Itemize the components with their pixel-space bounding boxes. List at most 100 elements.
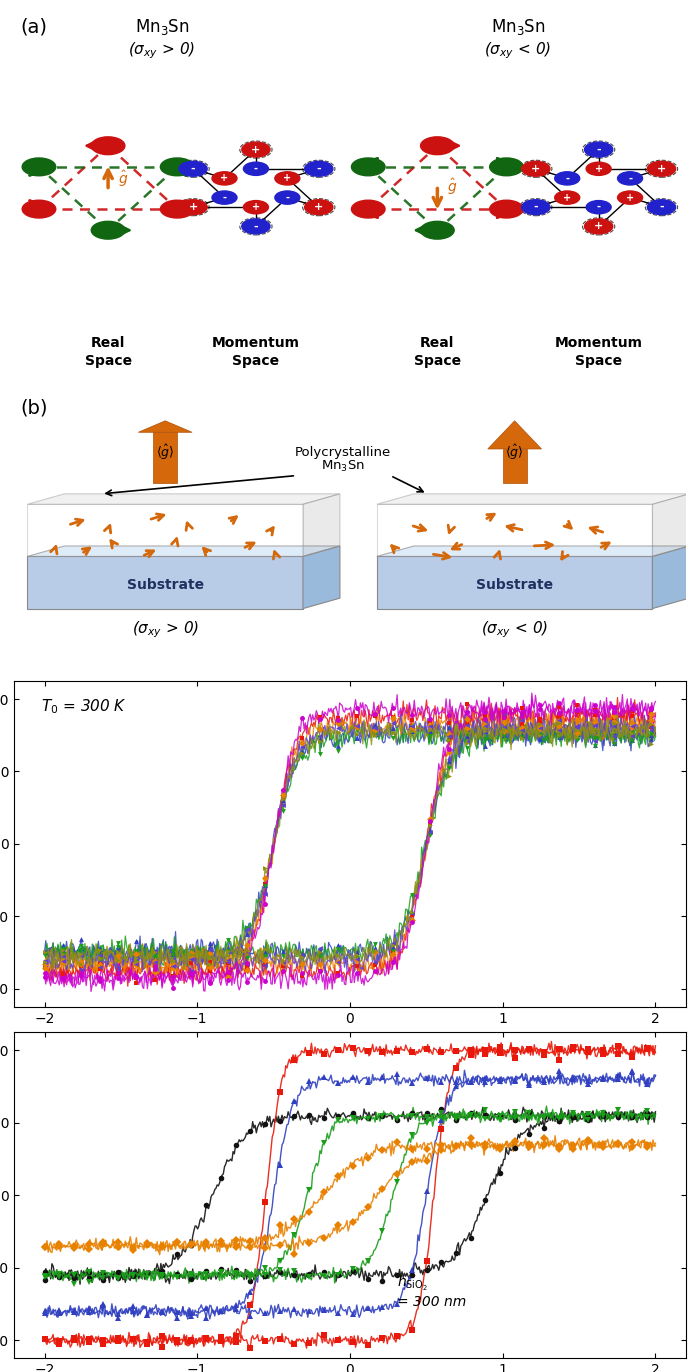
Polygon shape [303,494,340,557]
Circle shape [91,221,125,239]
Circle shape [584,143,612,156]
Text: Momentum: Momentum [554,336,643,350]
Circle shape [244,162,268,176]
Circle shape [586,162,611,176]
Text: +: + [188,202,197,213]
Polygon shape [377,505,652,557]
Text: $\hat{g}$: $\hat{g}$ [118,169,128,189]
Text: $\langle\hat{g}\rangle$: $\langle\hat{g}\rangle$ [156,443,174,461]
Text: Mn$_3$Sn: Mn$_3$Sn [321,458,365,473]
Text: $\langle\hat{g}\rangle$: $\langle\hat{g}\rangle$ [505,443,524,461]
Text: ($\sigma_{xy}$ > 0): ($\sigma_{xy}$ > 0) [128,40,195,60]
Text: +: + [657,163,666,174]
Circle shape [351,200,385,218]
Text: +: + [531,163,540,174]
Circle shape [304,200,333,214]
Text: -: - [253,221,258,232]
Polygon shape [139,421,192,432]
Text: -: - [596,144,601,155]
Text: +: + [594,221,603,232]
Text: $T_0$ = 300 K: $T_0$ = 300 K [41,697,127,716]
Text: -: - [254,163,258,174]
Circle shape [212,172,237,185]
Circle shape [421,221,454,239]
Circle shape [212,191,237,204]
Circle shape [586,200,611,214]
Polygon shape [652,546,690,609]
Circle shape [275,191,300,204]
Circle shape [522,200,550,214]
Circle shape [554,172,580,185]
Polygon shape [27,494,340,505]
Text: ($\sigma_{xy}$ > 0): ($\sigma_{xy}$ > 0) [132,619,199,639]
Circle shape [584,220,612,233]
Text: Substrate: Substrate [127,578,204,593]
Circle shape [617,191,643,204]
Text: $h_{\mathrm{SiO_2}}$
= 300 nm: $h_{\mathrm{SiO_2}}$ = 300 nm [397,1275,466,1309]
Polygon shape [488,421,542,449]
Text: Real: Real [420,336,454,350]
Polygon shape [377,546,690,557]
Text: +: + [252,202,260,213]
Polygon shape [153,432,177,483]
Circle shape [241,220,270,233]
Text: (a): (a) [21,18,48,36]
Text: -: - [565,173,569,184]
Circle shape [160,200,194,218]
Circle shape [490,158,524,176]
Text: -: - [316,163,321,174]
Circle shape [351,158,385,176]
Text: -: - [533,202,538,213]
Text: Space: Space [575,354,622,368]
Circle shape [275,172,300,185]
Circle shape [22,158,56,176]
Text: +: + [594,163,603,174]
Polygon shape [27,505,303,557]
Text: Mn$_3$Sn: Mn$_3$Sn [491,18,545,37]
Polygon shape [377,494,690,505]
Polygon shape [503,449,526,483]
Polygon shape [377,557,652,609]
Text: +: + [314,202,323,213]
Circle shape [91,137,125,155]
Text: Polycrystalline: Polycrystalline [295,446,391,458]
Text: +: + [220,173,229,184]
Text: ($\sigma_{xy}$ < 0): ($\sigma_{xy}$ < 0) [484,40,552,60]
Polygon shape [27,557,303,609]
Text: Space: Space [232,354,279,368]
Circle shape [554,191,580,204]
Text: +: + [251,144,260,155]
Text: -: - [191,163,195,174]
Circle shape [648,200,676,214]
Circle shape [617,172,643,185]
Text: -: - [628,173,632,184]
Text: ($\sigma_{xy}$ < 0): ($\sigma_{xy}$ < 0) [481,619,548,639]
Text: Space: Space [85,354,132,368]
Circle shape [522,162,550,176]
Polygon shape [303,546,340,609]
Circle shape [490,200,524,218]
Circle shape [304,162,333,176]
Text: -: - [659,202,664,213]
Text: -: - [223,192,227,203]
Text: -: - [596,202,601,213]
Text: Momentum: Momentum [212,336,300,350]
Text: -: - [286,192,289,203]
Text: (b): (b) [21,399,48,417]
Text: +: + [564,192,571,203]
X-axis label: $\mu_0 H_z$ (T): $\mu_0 H_z$ (T) [316,1032,384,1054]
Polygon shape [652,494,690,557]
Circle shape [244,200,268,214]
Circle shape [22,200,56,218]
Text: Mn$_3$Sn: Mn$_3$Sn [134,18,189,37]
Polygon shape [27,546,340,557]
Text: Real: Real [91,336,125,350]
Circle shape [179,162,207,176]
Text: +: + [626,192,634,203]
Circle shape [421,137,454,155]
Text: +: + [284,173,291,184]
Circle shape [241,143,270,156]
Text: Substrate: Substrate [476,578,553,593]
Circle shape [160,158,194,176]
Circle shape [648,162,676,176]
